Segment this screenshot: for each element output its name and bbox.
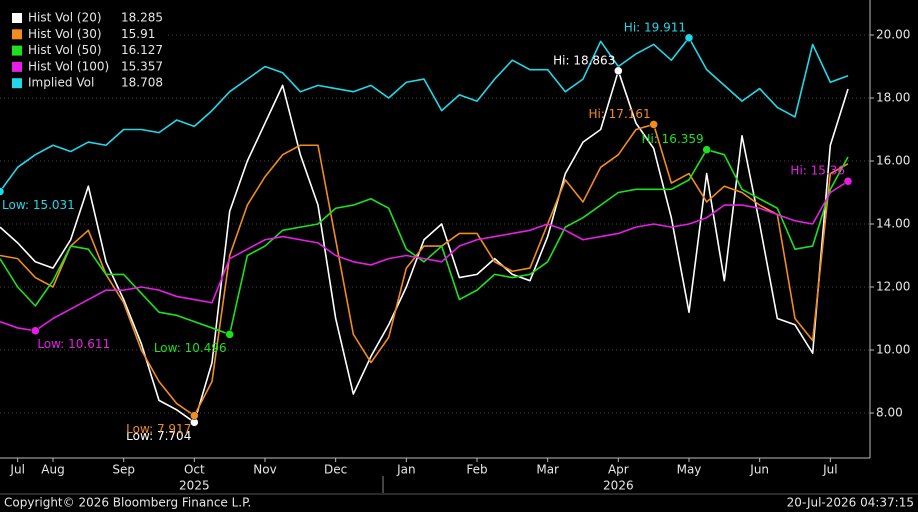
x-tick-label: Feb [466,463,487,477]
extreme-marker [225,330,234,339]
hi-label: Hi: 15.36 [790,164,845,178]
y-tick-label: 20.00 [876,27,910,41]
legend-swatch [12,13,22,23]
hi-label: Hi: 18.863 [553,53,615,67]
year-label: 2026 [603,479,634,493]
legend-box [0,4,166,92]
x-tick-label: Dec [324,463,347,477]
hi-label: Hi: 17.161 [588,107,650,121]
low-label: Low: 15.031 [2,198,75,212]
x-tick-label: Jul [9,463,24,477]
legend-label: Hist Vol (30) [28,27,102,41]
x-tick-label: Apr [608,463,629,477]
legend-label: Hist Vol (100) [28,59,109,73]
x-tick-label: Nov [253,463,276,477]
x-tick-label: Jul [822,463,837,477]
extreme-marker [0,187,5,196]
extreme-marker [31,326,40,335]
y-tick-label: 14.00 [876,216,910,230]
low-label: Low: 10.496 [154,341,227,355]
low-label: Low: 7.917 [126,422,191,436]
legend-value: 15.91 [121,27,155,41]
copyright: Copyright© 2026 Bloomberg Finance L.P. [4,496,251,510]
series-line [0,180,849,332]
y-tick-label: 8.00 [876,405,903,419]
legend-value: 18.708 [121,76,163,90]
extreme-marker [190,411,199,420]
legend-swatch [12,29,22,40]
y-tick-label: 12.00 [876,279,910,293]
hi-label: Hi: 19.911 [624,20,686,34]
legend-label: Hist Vol (20) [28,11,102,25]
extreme-marker [702,145,711,154]
timestamp: 20-Jul-2026 04:37:15 [787,496,914,510]
legend-value: 18.285 [121,11,163,25]
x-tick-label: Jun [749,463,769,477]
series-line [0,36,849,192]
x-tick-label: Oct [184,463,205,477]
y-tick-label: 16.00 [876,153,910,167]
y-tick-label: 18.00 [876,90,910,104]
extreme-marker [843,176,853,186]
legend-swatch [12,61,22,72]
legend-swatch [12,45,22,56]
x-tick-label: May [677,463,702,477]
x-tick-label: Aug [41,463,64,477]
extreme-marker [614,66,623,76]
series-line [0,123,849,417]
legend-label: Hist Vol (50) [28,43,102,57]
y-tick-label: 10.00 [876,342,910,356]
low-label: Low: 10.611 [37,337,110,351]
x-tick-label: Mar [536,463,559,477]
low-label: Low: 7.704 [126,429,191,443]
extreme-marker [684,33,694,43]
x-tick-label: Sep [112,463,135,477]
legend-value: 16.127 [121,43,163,57]
legend-label: Implied Vol [28,76,94,90]
legend: Hist Vol (20) 18.285 Hist Vol (30) 15.91 His… [0,4,166,92]
hi-label: Hi: 16.359 [641,132,703,146]
legend-value: 15.357 [121,59,163,73]
series-line [0,70,849,424]
legend-swatch [12,78,22,89]
year-label: 2025 [179,479,210,493]
x-tick-label: Jan [396,463,416,477]
extreme-marker [649,120,658,129]
